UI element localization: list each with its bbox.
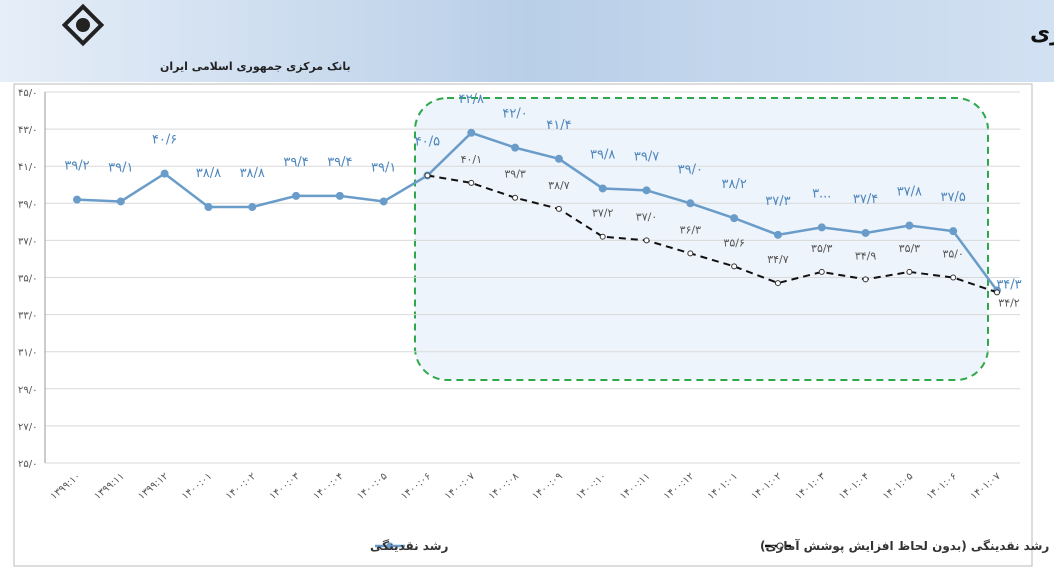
data-point: [116, 197, 125, 206]
data-point: [248, 203, 257, 212]
data-label: ۳۵/۶: [723, 236, 744, 249]
data-point: [73, 195, 81, 204]
data-label: ۴۰/۱: [461, 153, 482, 166]
data-label: ۴۱/۴: [546, 118, 571, 133]
data-label: ۳۹/۰: [678, 162, 703, 177]
data-point: [424, 172, 431, 179]
page-title: رشد نقدینگی و افزایش شمول آماری: [1030, 18, 1054, 46]
data-label: ۳۷/۰: [636, 210, 657, 223]
y-tick-label: ۲۵/۰: [18, 459, 37, 470]
y-tick-label: ۴۱/۰: [18, 162, 37, 173]
data-label: ۳۷/۸: [897, 185, 922, 200]
data-label: ۳۵/۳: [899, 242, 921, 255]
legend-marker: [776, 542, 784, 550]
data-point: [379, 197, 388, 206]
data-label: ۳۹/۳: [504, 168, 526, 181]
y-tick-label: ۳۳/۰: [18, 311, 37, 322]
y-tick-label: ۳۹/۰: [18, 199, 37, 210]
data-point: [949, 227, 958, 236]
data-point: [467, 128, 476, 137]
y-tick-label: ۴۵/۰: [18, 88, 37, 99]
data-point: [335, 191, 344, 200]
data-point: [731, 263, 738, 270]
data-label: ۳۷/۳: [765, 194, 790, 209]
data-label: ۳۴/۳: [996, 277, 1021, 292]
data-label: ۳۴/۷: [767, 253, 789, 266]
bank-name: بانک مرکزی جمهوری اسلامی ایران: [160, 60, 351, 73]
data-label: ۳۴/۹: [855, 249, 877, 262]
data-point: [554, 154, 563, 163]
data-point: [511, 143, 520, 152]
data-label: ۳۸/۲: [721, 177, 746, 192]
data-label: ۳۹/۸: [590, 147, 615, 162]
data-point: [950, 274, 957, 281]
data-label: ۳۵/۳: [811, 242, 833, 255]
y-tick-label: ۳۱/۰: [18, 348, 37, 359]
highlight-box: [414, 97, 989, 381]
data-label: ۳۷/۵: [941, 190, 966, 205]
legend-marker: [386, 542, 394, 550]
data-point: [512, 194, 519, 201]
data-point: [292, 191, 301, 200]
data-label: ۳۹/۲: [64, 159, 89, 174]
data-label: ۴۰/۶: [152, 133, 177, 148]
data-label: ۳۹/۱: [371, 160, 396, 175]
data-label: ۴۲/۸: [459, 92, 484, 107]
data-label: ۳۸/۷: [548, 179, 570, 192]
data-point: [817, 223, 826, 232]
series-line: [427, 174, 998, 294]
y-tick-label: ۲۷/۰: [18, 422, 37, 433]
data-label: ۴۰/۵: [415, 134, 440, 149]
legend-label: رشد نقدینگی (بدون لحاظ افزایش پوشش آماری…: [760, 538, 1049, 554]
data-label: ۳۸/۸: [196, 166, 221, 181]
data-point: [160, 169, 169, 178]
data-label: ۳۷/۴: [853, 192, 878, 207]
data-point: [599, 233, 606, 240]
data-label: ۳۸/۸: [240, 166, 265, 181]
y-tick-label: ۴۳/۰: [18, 125, 37, 136]
series-line: [76, 131, 999, 292]
data-point: [555, 205, 562, 212]
data-point: [642, 186, 651, 195]
data-label: ۳۹/۴: [327, 155, 352, 170]
data-point: [773, 230, 782, 239]
logo: [61, 3, 105, 47]
data-label: ۴۲/۰: [502, 107, 527, 122]
data-point: [905, 221, 914, 230]
data-point: [686, 199, 695, 208]
data-label: ۳۹/۴: [283, 155, 308, 170]
data-point: [862, 276, 869, 283]
data-point: [687, 250, 694, 257]
data-point: [774, 280, 781, 287]
legend-label: رشد نقدینگی: [370, 539, 449, 553]
data-label: ۳۹/۱: [108, 160, 133, 175]
data-point: [730, 214, 739, 223]
y-tick-label: ۲۹/۰: [18, 385, 37, 396]
y-tick-label: ۳۷/۰: [18, 236, 37, 247]
data-label: ۳۷/۲: [592, 207, 614, 220]
y-tick-label: ۳۵/۰: [18, 274, 37, 285]
data-label: ۳۹/۷: [634, 149, 659, 164]
data-point: [818, 268, 825, 275]
data-point: [994, 289, 1000, 296]
header-bg: [0, 0, 1054, 82]
data-label: ۳...: [812, 186, 831, 201]
data-label: ۳۶/۳: [680, 223, 702, 236]
data-point: [204, 203, 213, 212]
data-point: [598, 184, 607, 193]
data-label: ۳۴/۲: [998, 296, 1020, 309]
data-label: ۳۵/۰: [942, 248, 963, 261]
data-point: [861, 228, 870, 237]
data-point: [468, 179, 475, 186]
data-point: [906, 268, 913, 275]
data-point: [643, 237, 650, 244]
